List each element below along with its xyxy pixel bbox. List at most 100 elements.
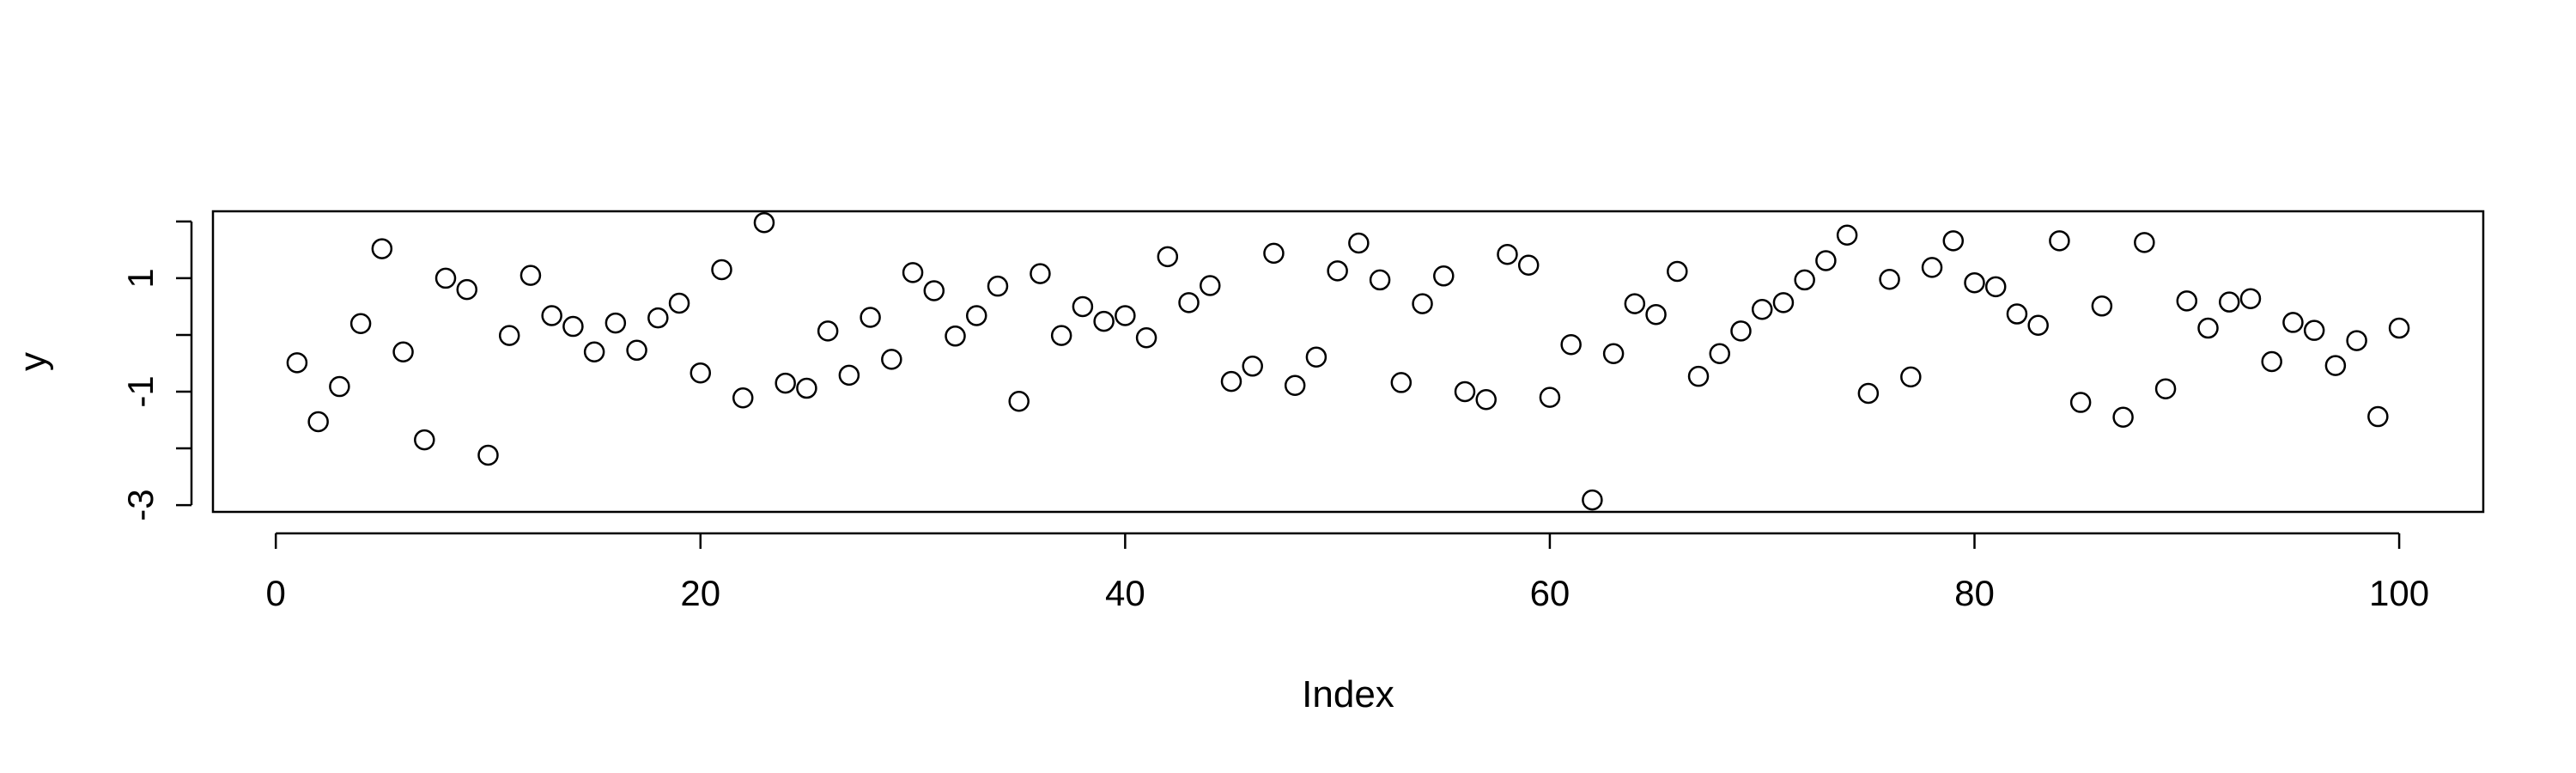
data-point (1624, 293, 1646, 314)
data-point (1751, 298, 1773, 320)
data-point (732, 387, 754, 409)
data-point (1284, 374, 1306, 396)
data-point (775, 372, 796, 394)
data-point (307, 411, 329, 433)
x-tick-label: 20 (680, 573, 720, 613)
data-point (1709, 343, 1731, 365)
data-point (2112, 406, 2134, 428)
data-point (1730, 320, 1752, 342)
y-tick-label: -1 (120, 375, 161, 407)
data-point (796, 377, 817, 399)
data-point (1390, 372, 1413, 393)
data-point (817, 320, 839, 342)
data-point (2027, 314, 2049, 336)
data-point (1433, 265, 1455, 287)
data-point (392, 341, 414, 363)
data-point (477, 444, 499, 466)
data-point (1412, 293, 1433, 314)
data-point (1602, 343, 1625, 365)
data-point (286, 352, 308, 374)
y-axis-title: y (12, 352, 54, 371)
data-point (1115, 305, 1136, 326)
data-point (2091, 295, 2113, 317)
data-point (1984, 276, 2007, 298)
data-point (1900, 366, 1922, 388)
data-point (414, 429, 435, 451)
data-point (1242, 356, 1263, 377)
data-point (1921, 257, 1943, 278)
data-point (2006, 303, 2028, 325)
data-point (1050, 325, 1072, 346)
data-point (1879, 268, 1900, 290)
plot-frame (211, 210, 2485, 514)
x-tick-label: 80 (1954, 573, 1995, 613)
y-tick-label: 1 (120, 268, 161, 288)
data-point (1497, 243, 1518, 265)
data-point (987, 275, 1009, 297)
data-point (2239, 288, 2262, 309)
data-point (2049, 230, 2070, 252)
data-point (1794, 269, 1815, 291)
data-point (668, 292, 690, 314)
data-point (1348, 232, 1370, 254)
data-point (860, 307, 881, 328)
data-point (1135, 327, 1157, 349)
data-point (1687, 365, 1710, 387)
data-point (583, 341, 605, 363)
data-point (1030, 263, 1051, 284)
data-point (965, 305, 987, 326)
data-point (519, 265, 542, 286)
data-point (647, 307, 669, 329)
data-point (1857, 382, 1880, 405)
data-point (2218, 291, 2240, 313)
y-axis: -3 -1 1 (120, 220, 193, 521)
data-point (1836, 224, 1858, 246)
data-point (456, 278, 478, 301)
data-point (1327, 260, 1348, 282)
data-point (1200, 275, 1221, 296)
data-points (286, 211, 2410, 511)
data-point (2069, 392, 2092, 413)
data-point (2324, 355, 2347, 376)
data-point (1369, 269, 1391, 291)
data-point (945, 326, 966, 347)
data-point (1645, 303, 1667, 326)
data-point (498, 325, 520, 346)
data-point (349, 313, 372, 335)
data-point (1178, 292, 1200, 313)
data-point (1072, 295, 1094, 318)
data-point (1667, 260, 1688, 283)
data-point (2197, 317, 2219, 339)
data-point (541, 305, 562, 326)
data-point (902, 262, 924, 283)
data-point (923, 280, 945, 301)
data-point (2176, 290, 2198, 312)
x-tick-label: 60 (1530, 573, 1571, 613)
x-axis-title: Index (1302, 673, 1394, 715)
data-point (1815, 250, 1837, 271)
data-point (1475, 388, 1497, 411)
data-point (562, 315, 584, 338)
data-point (434, 267, 457, 289)
x-tick-label: 100 (2369, 573, 2429, 613)
y-tick-label: -3 (120, 489, 161, 520)
data-point (1454, 380, 1476, 403)
data-point (2134, 232, 2155, 253)
data-point (329, 375, 350, 398)
data-point (626, 339, 647, 362)
data-point (1305, 346, 1327, 368)
data-point (605, 312, 627, 334)
data-point (1263, 242, 1285, 265)
data-point (1964, 271, 1985, 294)
data-point (711, 259, 732, 281)
data-point (690, 362, 712, 384)
data-point (2367, 405, 2389, 428)
data-point (1942, 230, 1965, 252)
data-point (1772, 292, 1795, 313)
x-tick-label: 40 (1105, 573, 1145, 613)
data-point (1517, 254, 1540, 276)
data-point (2388, 317, 2410, 339)
x-axis: 0 20 40 60 80 100 (266, 532, 2429, 613)
x-tick-label: 0 (266, 573, 286, 613)
